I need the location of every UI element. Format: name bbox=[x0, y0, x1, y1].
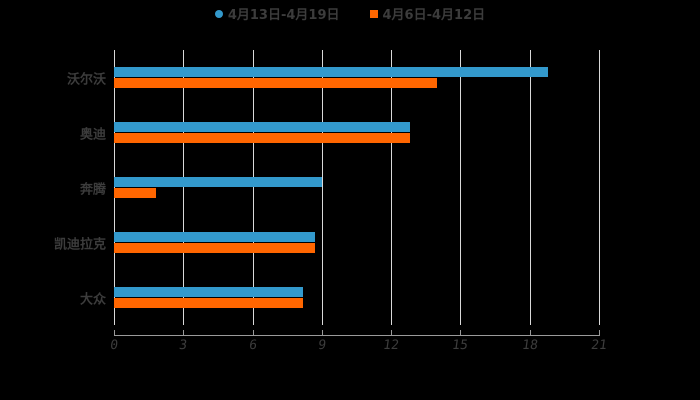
gridline bbox=[183, 50, 185, 325]
category-label: 大众 bbox=[79, 292, 106, 308]
gridline bbox=[114, 50, 115, 325]
x-tick bbox=[599, 330, 600, 336]
bar-series-2[interactable] bbox=[114, 243, 315, 253]
x-tick-label: 12 bbox=[382, 338, 401, 353]
x-axis-line bbox=[114, 335, 599, 336]
bar-series-1[interactable] bbox=[114, 177, 322, 187]
category-label: 沃尔沃 bbox=[66, 72, 106, 88]
x-tick-label: 9 bbox=[316, 338, 327, 353]
x-tick bbox=[529, 330, 531, 336]
legend-item-series-1[interactable]: 4月13日-4月19日 bbox=[214, 4, 340, 23]
legend-label: 4月6日-4月12日 bbox=[382, 8, 486, 23]
bar-series-2[interactable] bbox=[114, 133, 410, 143]
bar-series-2[interactable] bbox=[114, 298, 304, 308]
x-tick bbox=[252, 330, 254, 336]
bar-series-1[interactable] bbox=[114, 122, 410, 132]
category-label: 奥迪 bbox=[79, 127, 106, 143]
gridline bbox=[599, 50, 600, 325]
gridline bbox=[529, 50, 531, 325]
x-tick-label: 3 bbox=[178, 338, 189, 353]
x-tick-label: 6 bbox=[247, 338, 258, 353]
x-tick-label: 15 bbox=[451, 338, 470, 353]
x-tick bbox=[114, 330, 115, 336]
bar-series-2[interactable] bbox=[114, 188, 156, 198]
bar-series-1[interactable] bbox=[114, 67, 549, 77]
category-label: 凯迪拉克 bbox=[53, 237, 106, 253]
x-tick bbox=[321, 330, 323, 336]
plot-area bbox=[114, 50, 600, 325]
legend-label: 4月13日-4月19日 bbox=[227, 8, 340, 23]
category-label: 奔腾 bbox=[79, 182, 106, 198]
circle-marker-icon bbox=[214, 9, 223, 18]
gridline bbox=[391, 50, 393, 325]
x-tick-label: 21 bbox=[590, 338, 608, 353]
x-tick bbox=[460, 330, 462, 336]
gridline bbox=[321, 50, 323, 325]
bar-series-2[interactable] bbox=[114, 78, 438, 88]
x-tick bbox=[391, 330, 393, 336]
gridline bbox=[252, 50, 254, 325]
legend-item-series-2[interactable]: 4月6日-4月12日 bbox=[369, 4, 486, 23]
legend: 4月13日-4月19日 4月6日-4月12日 bbox=[0, 4, 700, 23]
bar-series-1[interactable] bbox=[114, 287, 304, 297]
x-tick-label: 18 bbox=[520, 338, 539, 353]
x-tick-label: 0 bbox=[109, 338, 119, 353]
bar-series-1[interactable] bbox=[114, 232, 315, 242]
x-tick bbox=[183, 330, 185, 336]
square-marker-icon bbox=[369, 9, 378, 18]
gridline bbox=[460, 50, 462, 325]
